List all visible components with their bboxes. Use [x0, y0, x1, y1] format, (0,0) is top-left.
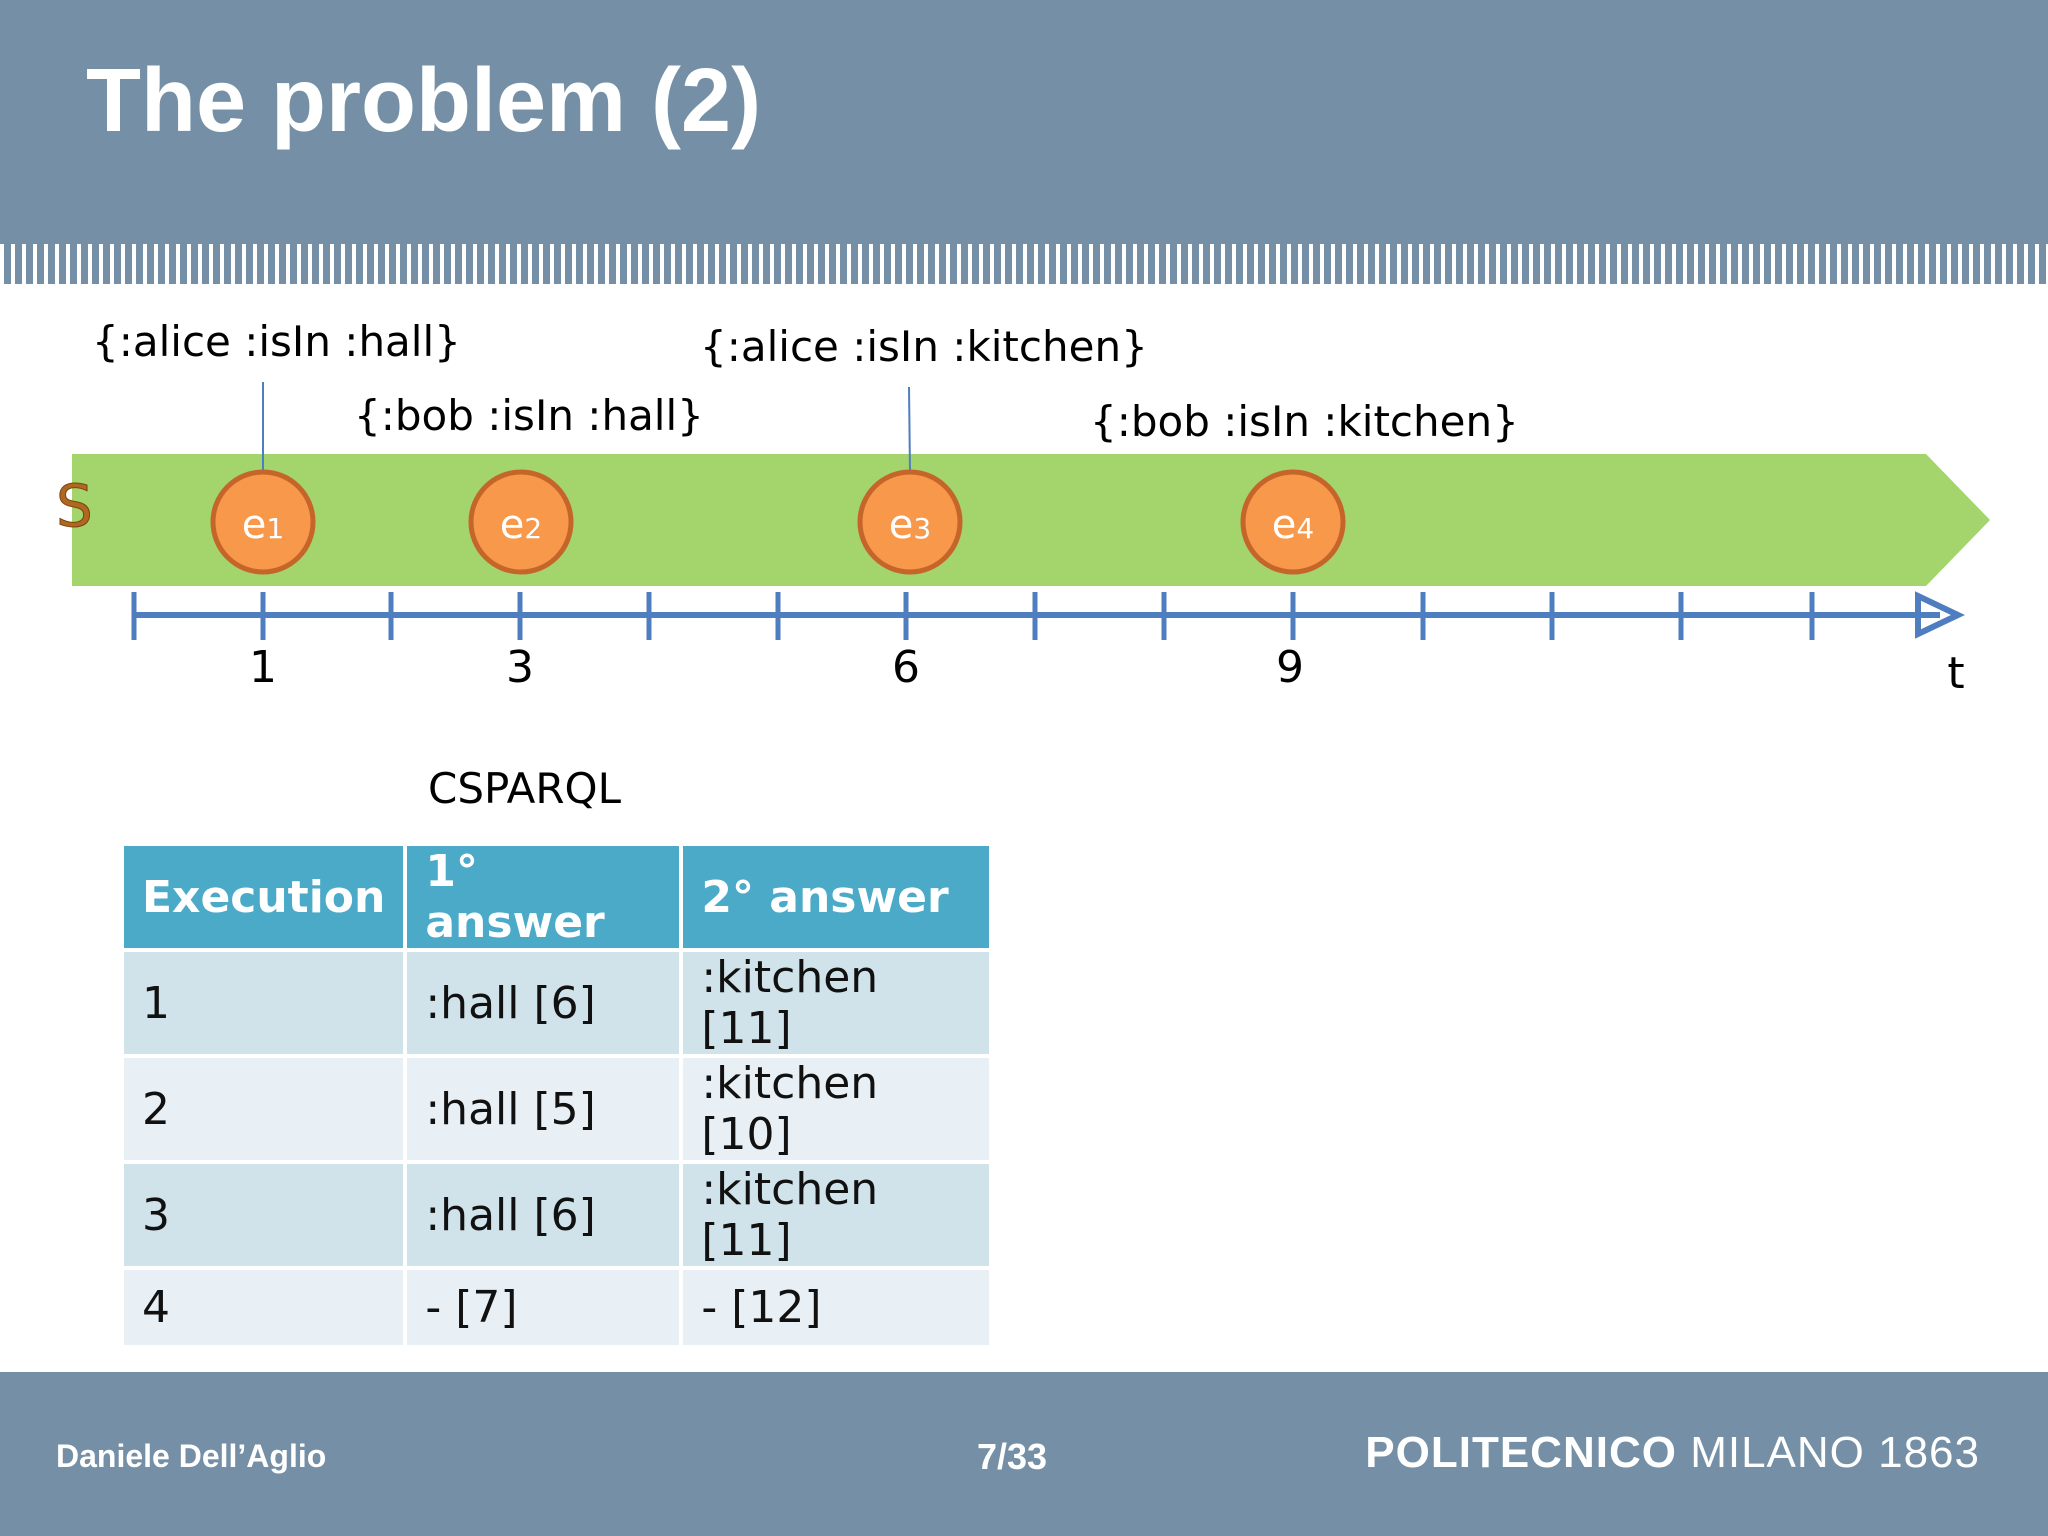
header-hatch-divider [0, 244, 2048, 284]
event-4-triple: {:bob :isIn :kitchen} [1090, 397, 1519, 446]
event-3-connector [908, 386, 911, 473]
event-1-id: e [242, 502, 267, 548]
event-4-id: e [1272, 502, 1297, 548]
table-row: 3 :hall [6] :kitchen [11] [119, 1160, 994, 1270]
table-row: 4 - [7] - [12] [119, 1266, 994, 1349]
time-axis-arrowhead [1915, 591, 1965, 639]
table-cell: - [7] [403, 1266, 684, 1349]
table-caption: CSPARQL [428, 764, 621, 813]
event-4: e4 [1240, 469, 1346, 575]
stream-label: S [56, 472, 93, 540]
column-header-first-answer: 1° answer [403, 842, 684, 952]
table-cell: - [12] [679, 1266, 994, 1349]
stream-arrow-band [72, 454, 1990, 586]
axis-tick-label: 3 [506, 642, 534, 693]
event-2-id: e [500, 502, 525, 548]
table-cell: :hall [6] [403, 948, 684, 1058]
event-3-sub: 3 [913, 512, 931, 545]
table-cell: 1 [119, 948, 408, 1058]
table-header-row: Execution 1° answer 2° answer [119, 842, 994, 952]
event-1-triple: {:alice :isIn :hall} [92, 317, 461, 366]
column-header-second-answer: 2° answer [679, 842, 994, 952]
event-1-sub: 1 [266, 512, 284, 545]
axis-tick-marks [131, 592, 1815, 640]
axis-tick-label: 6 [892, 642, 920, 693]
table-cell: :kitchen [11] [679, 1160, 994, 1270]
event-4-circle [1240, 469, 1346, 575]
event-3: e3 [857, 469, 963, 575]
slide-footer [0, 1372, 2048, 1536]
event-3-triple: {:alice :isIn :kitchen} [700, 322, 1148, 371]
column-header-execution: Execution [119, 842, 408, 952]
logo-rest-text: MILANO 1863 [1690, 1428, 1980, 1477]
event-3-circle [857, 469, 963, 575]
table-cell: 2 [119, 1054, 408, 1164]
table-cell: :hall [6] [403, 1160, 684, 1270]
university-logo-text: POLITECNICO MILANO 1863 [1365, 1428, 1980, 1478]
event-2: e2 [468, 469, 574, 575]
event-2-sub: 2 [524, 512, 542, 545]
event-1-label: e1 [242, 502, 284, 548]
table-cell: :kitchen [11] [679, 948, 994, 1058]
table-row: 1 :hall [6] :kitchen [11] [119, 948, 994, 1058]
table-cell: 4 [119, 1266, 408, 1349]
results-table: Execution 1° answer 2° answer 1 :hall [6… [119, 842, 994, 1349]
event-2-triple: {:bob :isIn :hall} [354, 391, 704, 440]
axis-tick-label: 9 [1276, 642, 1304, 693]
table-cell: 3 [119, 1160, 408, 1270]
axis-label-t: t [1947, 648, 1964, 699]
event-2-label: e2 [500, 502, 542, 548]
footer-page-number: 7/33 [976, 1436, 1048, 1477]
event-4-sub: 4 [1296, 512, 1314, 545]
table-cell: :hall [5] [403, 1054, 684, 1164]
table-cell: :kitchen [10] [679, 1054, 994, 1164]
table-row: 2 :hall [5] :kitchen [10] [119, 1054, 994, 1164]
slide-title: The problem (2) [86, 51, 762, 151]
event-3-label: e3 [889, 502, 931, 548]
event-4-label: e4 [1272, 502, 1314, 548]
event-3-id: e [889, 502, 914, 548]
event-1-circle [210, 469, 316, 575]
stream-timeline-diagram: S 1 3 6 9 t {:alice :isIn :hall} {:bob :… [56, 317, 1990, 699]
axis-tick-label: 1 [249, 642, 277, 693]
slide-header: The problem (2) [0, 0, 2048, 248]
footer-author: Daniele Dell’Aglio [56, 1438, 327, 1474]
logo-bold-text: POLITECNICO [1365, 1428, 1677, 1477]
event-1: e1 [210, 469, 316, 575]
event-2-circle [468, 469, 574, 575]
